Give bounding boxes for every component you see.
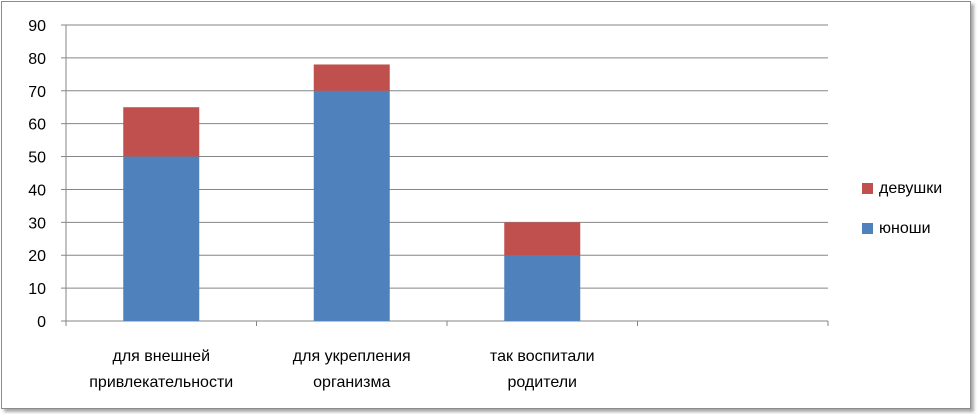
y-tick-label: 80 [28,51,46,68]
x-category-label: организма [313,374,390,391]
y-tick-label: 0 [37,314,46,331]
legend: девушки юноши [862,180,942,237]
x-category-label: для внешней [112,348,210,365]
y-tick-label: 50 [28,150,46,167]
legend-swatch [862,223,873,234]
x-category-label: родители [507,374,577,391]
bars [123,64,581,322]
bar-segment-series-2 [504,222,581,256]
legend-label: юноши [879,220,931,237]
x-category-label: так воспитали [490,348,595,365]
x-category-label: привлекательности [89,374,233,391]
bar-segment-series-2 [123,107,200,157]
y-tick-label: 40 [28,182,46,199]
x-category-label: для укрепления [293,348,411,365]
y-tick-label: 90 [28,18,46,35]
bar-segment-series-1 [123,156,200,321]
y-tick-label: 60 [28,117,46,134]
tick-labels: 0 10 20 30 40 50 60 70 80 90 для внешней привлекате… [28,18,594,391]
legend-swatch [862,183,873,194]
y-tick-label: 20 [28,248,46,265]
bar-segment-series-1 [313,90,390,322]
legend-label: девушки [879,180,942,197]
y-tick-label: 10 [28,281,46,298]
bar-segment-series-1 [504,255,581,321]
y-tick-label: 30 [28,215,46,232]
bar-segment-series-2 [313,64,390,91]
y-tick-label: 70 [28,84,46,101]
